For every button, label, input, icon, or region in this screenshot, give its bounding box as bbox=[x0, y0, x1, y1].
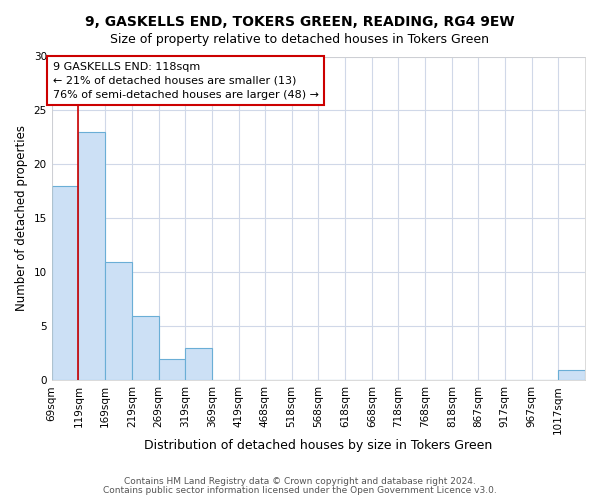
Y-axis label: Number of detached properties: Number of detached properties bbox=[15, 126, 28, 312]
Text: 9, GASKELLS END, TOKERS GREEN, READING, RG4 9EW: 9, GASKELLS END, TOKERS GREEN, READING, … bbox=[85, 15, 515, 29]
X-axis label: Distribution of detached houses by size in Tokers Green: Distribution of detached houses by size … bbox=[144, 440, 493, 452]
Bar bbox=[185, 348, 212, 380]
Bar bbox=[158, 359, 185, 380]
Bar bbox=[558, 370, 585, 380]
Text: Size of property relative to detached houses in Tokers Green: Size of property relative to detached ho… bbox=[110, 32, 490, 46]
Text: 9 GASKELLS END: 118sqm
← 21% of detached houses are smaller (13)
76% of semi-det: 9 GASKELLS END: 118sqm ← 21% of detached… bbox=[53, 62, 319, 100]
Bar bbox=[52, 186, 79, 380]
Bar bbox=[79, 132, 105, 380]
Bar bbox=[105, 262, 132, 380]
Bar bbox=[132, 316, 158, 380]
Text: Contains HM Land Registry data © Crown copyright and database right 2024.: Contains HM Land Registry data © Crown c… bbox=[124, 477, 476, 486]
Text: Contains public sector information licensed under the Open Government Licence v3: Contains public sector information licen… bbox=[103, 486, 497, 495]
